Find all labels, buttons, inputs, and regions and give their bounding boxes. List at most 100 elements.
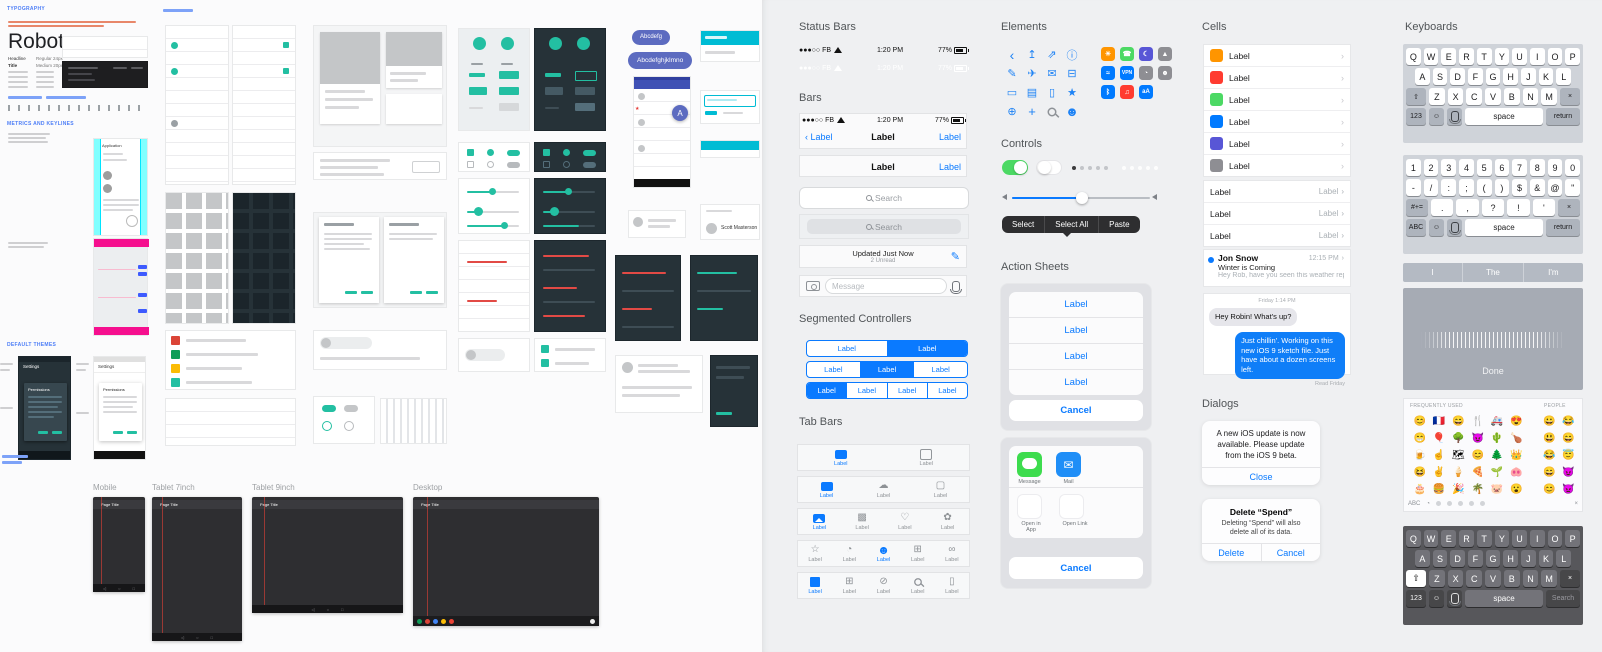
emoji[interactable]: 😀 (1543, 416, 1556, 427)
suggestion[interactable]: I'm (1522, 263, 1583, 282)
emoji[interactable]: 😄 (1562, 433, 1575, 444)
segment[interactable]: Label (837, 344, 856, 353)
back-chevron-icon[interactable]: ‹ (1009, 46, 1015, 63)
tab-item[interactable]: Label (798, 477, 855, 502)
key[interactable]: L (1556, 68, 1572, 85)
key[interactable]: C (1466, 88, 1483, 105)
key[interactable]: 3 (1441, 159, 1457, 176)
dictation-key[interactable] (1447, 590, 1462, 607)
share-action-open-link[interactable]: Open Link (1059, 494, 1091, 533)
emoji[interactable]: 😈 (1562, 467, 1575, 478)
key[interactable]: N (1522, 88, 1539, 105)
artboard-message-card-dark[interactable] (710, 355, 758, 427)
artboard-chips-search[interactable] (313, 330, 447, 370)
edit-menu-item[interactable]: Select (1012, 220, 1035, 229)
artboard-light-theme[interactable]: Settings Permissions (93, 356, 146, 460)
key[interactable]: E (1441, 530, 1457, 547)
key[interactable]: I (1529, 530, 1545, 547)
key[interactable]: I (1529, 48, 1545, 65)
text-size-app-icon[interactable]: aA (1139, 85, 1153, 99)
emoji[interactable]: 🎂 (1413, 484, 1426, 495)
wifi-app-icon[interactable]: ≈ (1101, 66, 1115, 80)
artboard-buttons-dark[interactable] (534, 28, 606, 131)
emoji[interactable]: 😄 (1543, 467, 1556, 478)
segment[interactable]: Label (913, 362, 967, 377)
key[interactable]: D (1450, 550, 1465, 567)
info-icon[interactable]: ⓘ (1066, 49, 1078, 62)
backspace-key[interactable]: × (1558, 199, 1580, 216)
dnd-app-icon[interactable]: ☾ (1139, 47, 1153, 61)
emoji[interactable]: 🍔 (1432, 484, 1446, 495)
device-frame-tablet7[interactable]: Page Title ◁ ○ □ (152, 497, 242, 641)
key[interactable]: Z (1429, 570, 1445, 587)
device-frame-tablet9[interactable]: Page Title ◁ ○ □ (252, 497, 403, 613)
artboard-checkboxes-dark[interactable] (534, 142, 606, 172)
key[interactable]: K (1538, 68, 1554, 85)
key[interactable]: P (1565, 48, 1581, 65)
contacts-app-icon[interactable]: ☻ (1158, 66, 1172, 80)
tab-item[interactable]: Label (798, 509, 841, 534)
tab-item[interactable]: ◔ Label (842, 544, 857, 563)
message-input[interactable]: Message (825, 278, 947, 294)
emoji[interactable]: ☝ (1432, 450, 1446, 461)
artboard-dark-panel-1[interactable] (615, 255, 681, 341)
artboard-keyboard-thumb[interactable] (380, 398, 447, 444)
suggestion[interactable]: The (1462, 263, 1522, 282)
key[interactable]: E (1441, 48, 1457, 65)
emoji[interactable]: 🍴 (1471, 416, 1484, 427)
shift-key[interactable]: ⇧ (1406, 570, 1426, 587)
segment[interactable]: Label (807, 383, 847, 398)
share-icon[interactable]: ↥ (1027, 49, 1037, 61)
artboard-cards[interactable] (313, 25, 447, 147)
emoji[interactable]: 🌲 (1490, 450, 1504, 461)
key[interactable]: J (1521, 550, 1536, 567)
artboard-list-light-1[interactable] (165, 25, 229, 185)
artboard-dark-panel-2[interactable] (690, 255, 758, 341)
shift-key[interactable]: ⇧ (1406, 88, 1426, 105)
category-dot[interactable] (1435, 501, 1441, 506)
emoji[interactable]: 😈 (1471, 433, 1484, 444)
key[interactable]: W (1423, 530, 1439, 547)
key[interactable]: D (1450, 68, 1465, 85)
emoji[interactable]: 🌴 (1471, 484, 1484, 495)
key[interactable]: W (1423, 48, 1439, 65)
tab-item[interactable]: Label (798, 445, 884, 470)
search-icon[interactable] (1042, 102, 1062, 121)
tray-icon[interactable]: ▤ (1026, 87, 1038, 99)
list-item[interactable]: Label Label › (1204, 203, 1350, 225)
tab-item[interactable]: ☆ Label (808, 544, 822, 563)
key[interactable]: B (1503, 570, 1520, 587)
artboard-sliders-dark[interactable] (534, 178, 606, 234)
toggle-off[interactable] (1036, 160, 1062, 175)
emoji[interactable]: 🐽 (1510, 467, 1523, 478)
emoji[interactable]: 👑 (1510, 450, 1523, 461)
space-key[interactable]: space (1465, 590, 1543, 607)
search-bar-bordered[interactable]: Search (799, 187, 969, 209)
key[interactable]: O (1547, 48, 1563, 65)
artboard-teal-rows[interactable] (534, 338, 606, 372)
emoji[interactable]: 😄 (1452, 416, 1465, 427)
space-key[interactable]: space (1465, 108, 1543, 125)
backspace-key[interactable]: × (1560, 570, 1580, 587)
segment[interactable]: Label (926, 383, 967, 398)
key[interactable]: U (1512, 48, 1527, 65)
color-spec-table-dark[interactable] (62, 61, 148, 88)
dictation-key[interactable] (1447, 108, 1462, 125)
share-app-message[interactable]: Message (1017, 452, 1042, 487)
tab-item[interactable]: ♡ Label (898, 512, 912, 531)
artboard-metrics-keylines[interactable]: Application (93, 138, 148, 236)
plus-icon[interactable]: + (1028, 104, 1036, 119)
list-item[interactable]: Label › (1204, 67, 1350, 89)
emoji[interactable]: 😆 (1413, 467, 1426, 478)
brightness-app-icon[interactable]: ☀ (1101, 47, 1115, 61)
numbers-key[interactable]: 123 (1406, 590, 1426, 607)
edit-menu-item[interactable]: Paste (1098, 216, 1139, 233)
artboard-contacts-app[interactable]: ★ A (633, 76, 691, 188)
segmented-control-2[interactable]: Label Label (806, 340, 968, 357)
share-action-open-app[interactable]: Open in App (1017, 494, 1045, 533)
emoji-key[interactable]: ☺ (1429, 219, 1444, 236)
vpn-app-icon[interactable]: VPN (1120, 66, 1134, 80)
share-app-mail[interactable]: ✉ Mail (1056, 452, 1081, 487)
profile-icon[interactable]: ☻ (1065, 104, 1079, 119)
artboard-tabs-teal-1[interactable] (700, 30, 760, 62)
